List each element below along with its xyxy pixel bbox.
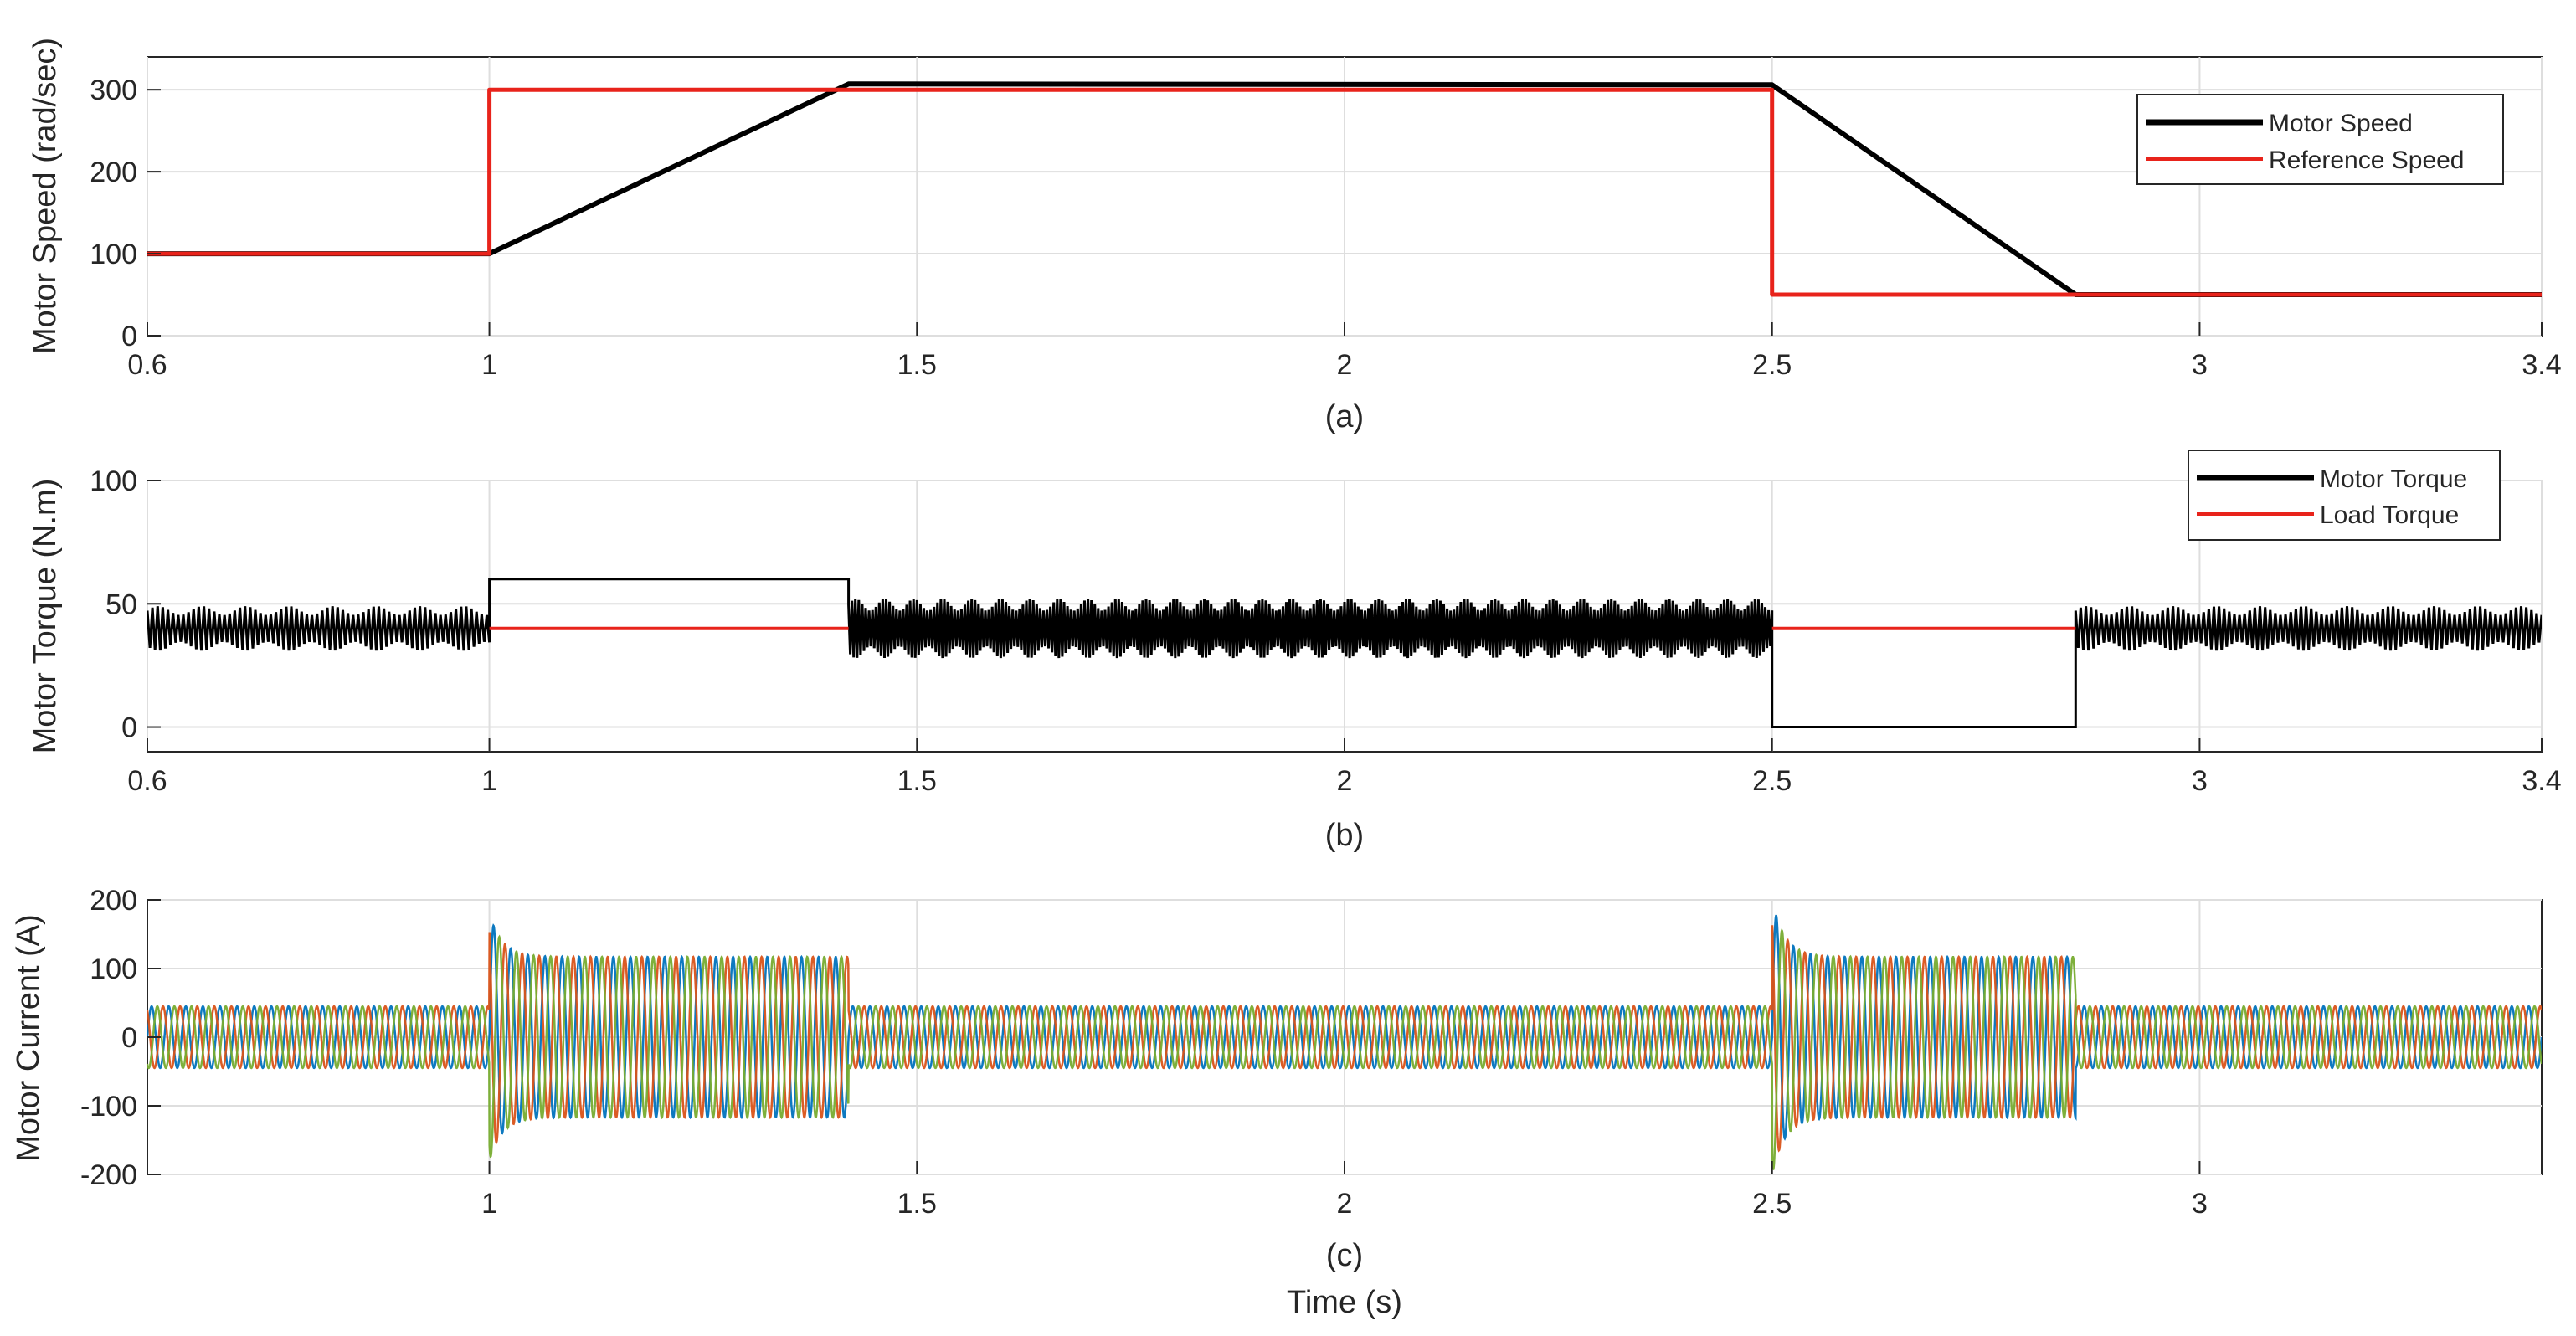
axes-a-ylabel: Motor Speed (rad/sec) xyxy=(28,38,63,354)
axes-b-xtick-label: 2 xyxy=(1337,765,1353,797)
axes-c-plot xyxy=(147,914,2542,1171)
axes-a-xtick-label: 3 xyxy=(2192,349,2208,381)
axes-b-ytick-label: 0 xyxy=(121,712,137,744)
legend-b-label-load-torque: Load Torque xyxy=(2320,501,2459,529)
axes-a-xtick-label: 2 xyxy=(1337,349,1353,381)
axes-b-ylabel: Motor Torque (N.m) xyxy=(28,479,63,754)
axes-b-ytick-label: 50 xyxy=(105,588,137,620)
series-phase-a-line xyxy=(147,914,2542,1141)
panel-a-speed: 0.6 1 1.5 2 2.5 3 3.4 0 100 200 300 Motor Speed (r… xyxy=(28,38,2562,434)
legend-b-box xyxy=(2188,450,2501,541)
axes-b-xtick-label: 3.4 xyxy=(2522,765,2561,797)
axes-c-xtick-label: 1 xyxy=(481,1188,497,1220)
legend-a-box xyxy=(2136,94,2504,185)
axes-c-ytick-label: -100 xyxy=(80,1091,137,1123)
axes-c-caption: (c) xyxy=(1326,1238,1363,1273)
legend-a-label-motor-speed: Motor Speed xyxy=(2269,110,2413,137)
series-phase-b-line xyxy=(147,925,2542,1153)
axes-b-xtick-label: 3 xyxy=(2192,765,2208,797)
legend-a-label-reference-speed: Reference Speed xyxy=(2269,146,2465,174)
axes-a-ytick-label: 200 xyxy=(90,157,137,188)
axes-c-xtick-label: 1.5 xyxy=(897,1188,937,1220)
axes-b-ticks: 0.6 1 1.5 2 2.5 3 3.4 0 50 100 xyxy=(90,465,2561,797)
axes-a-xtick-label: 1 xyxy=(481,349,497,381)
axes-b-plot xyxy=(147,578,2542,728)
axes-b-ytick-label: 100 xyxy=(90,465,137,497)
axes-c-ytick-label: 100 xyxy=(90,953,137,985)
axes-a-xtick-label: 0.6 xyxy=(127,349,167,381)
axes-a-caption: (a) xyxy=(1325,399,1364,434)
axes-c-ticks: 1 1.5 2 2.5 3 -200 -100 0 100 200 xyxy=(80,885,2208,1220)
axes-c-ytick-label: 200 xyxy=(90,885,137,917)
axes-a-ticks: 0.6 1 1.5 2 2.5 3 3.4 0 100 200 300 xyxy=(90,75,2561,381)
axes-c-ylabel: Motor Current (A) xyxy=(11,914,46,1162)
axes-a-ytick-label: 0 xyxy=(121,321,137,352)
axes-b-xtick-label: 1 xyxy=(481,765,497,797)
axes-b-xtick-label: 0.6 xyxy=(127,765,167,797)
axes-c-ytick-label: 0 xyxy=(121,1022,137,1054)
axes-c-xtick-label: 2 xyxy=(1337,1188,1353,1220)
legend-a: Motor Speed Reference Speed xyxy=(2136,94,2504,185)
axes-b-xtick-label: 1.5 xyxy=(897,765,937,797)
axes-b-caption: (b) xyxy=(1325,818,1364,853)
axes-a-xtick-label: 2.5 xyxy=(1752,349,1792,381)
series-reference-speed-line xyxy=(147,87,2542,297)
axes-c-xtick-label: 3 xyxy=(2192,1188,2208,1220)
series-motor-torque-line xyxy=(147,578,2542,728)
axes-c-xlabel: Time (s) xyxy=(1287,1285,1402,1320)
axes-a-ytick-label: 300 xyxy=(90,75,137,106)
panel-c-current: 1 1.5 2 2.5 3 -200 -100 0 100 200 Motor Current (… xyxy=(11,885,2543,1320)
panel-b-torque: 0.6 1 1.5 2 2.5 3 3.4 0 50 100 Motor Torque (N.m)… xyxy=(28,450,2562,853)
axes-a-xtick-label: 3.4 xyxy=(2522,349,2561,381)
series-phase-c-line xyxy=(147,927,2542,1171)
legend-b: Motor Torque Load Torque xyxy=(2188,450,2501,541)
axes-c-ytick-label: -200 xyxy=(80,1159,137,1191)
legend-b-label-motor-torque: Motor Torque xyxy=(2320,465,2467,493)
axes-b-xtick-label: 2.5 xyxy=(1752,765,1792,797)
axes-c-xtick-label: 2.5 xyxy=(1752,1188,1792,1220)
axes-a-ytick-label: 100 xyxy=(90,239,137,270)
axes-a-plot xyxy=(147,81,2542,297)
axes-a-xtick-label: 1.5 xyxy=(897,349,937,381)
